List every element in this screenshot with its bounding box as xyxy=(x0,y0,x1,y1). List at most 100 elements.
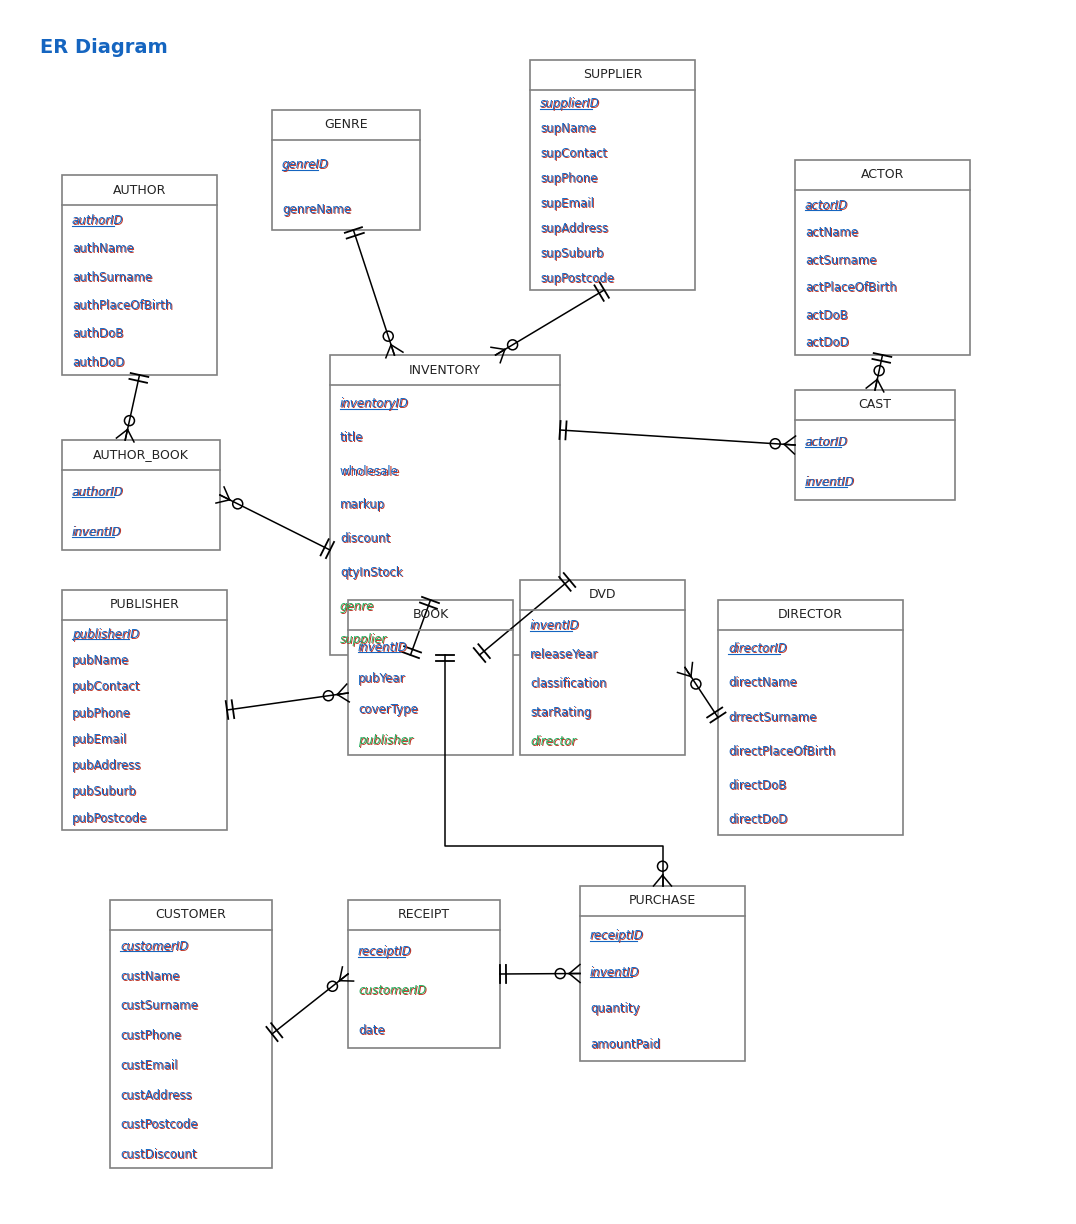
Bar xyxy=(795,160,969,355)
Text: customerID: customerID xyxy=(358,984,426,998)
Text: receiptID: receiptID xyxy=(358,945,412,958)
Text: directDoD: directDoD xyxy=(730,814,789,827)
Text: pubYear: pubYear xyxy=(358,672,406,685)
Text: supAddress: supAddress xyxy=(541,223,609,236)
Text: supSuburb: supSuburb xyxy=(541,248,605,261)
Text: supplier: supplier xyxy=(340,633,387,646)
Text: pubEmail: pubEmail xyxy=(72,733,127,745)
Text: amountPaid: amountPaid xyxy=(590,1038,661,1051)
Text: custPhone: custPhone xyxy=(121,1031,182,1043)
Text: custEmail: custEmail xyxy=(121,1060,179,1073)
Text: customerID: customerID xyxy=(121,940,188,952)
Text: markup: markup xyxy=(341,499,386,513)
Text: directorID: directorID xyxy=(730,644,788,656)
Text: actorID: actorID xyxy=(805,436,848,448)
Text: pubPhone: pubPhone xyxy=(73,707,132,721)
Text: publisherID: publisherID xyxy=(72,628,139,641)
Text: markup: markup xyxy=(340,498,385,512)
Text: inventID: inventID xyxy=(806,476,855,490)
Text: custPostcode: custPostcode xyxy=(121,1119,198,1131)
Text: publisher: publisher xyxy=(359,736,414,748)
Text: pubEmail: pubEmail xyxy=(73,734,128,747)
Text: custName: custName xyxy=(121,971,181,984)
Text: custSurname: custSurname xyxy=(121,1000,199,1013)
Text: actPlaceOfBirth: actPlaceOfBirth xyxy=(805,282,896,294)
Text: actDoD: actDoD xyxy=(806,337,850,350)
Bar xyxy=(718,600,903,835)
Text: authDoB: authDoB xyxy=(73,328,125,341)
Text: inventID: inventID xyxy=(805,475,854,488)
Text: actorID: actorID xyxy=(806,200,849,213)
Bar xyxy=(580,886,745,1061)
Text: qtyInStock: qtyInStock xyxy=(341,567,404,580)
Text: actDoB: actDoB xyxy=(805,308,848,322)
Text: actSurname: actSurname xyxy=(806,255,878,268)
Text: actSurname: actSurname xyxy=(805,253,877,267)
Text: directDoD: directDoD xyxy=(728,813,788,826)
Text: supplierID: supplierID xyxy=(540,97,599,110)
Text: receiptID: receiptID xyxy=(591,930,645,944)
Text: DVD: DVD xyxy=(589,589,617,601)
Text: CAST: CAST xyxy=(859,399,892,411)
Text: AUTHOR: AUTHOR xyxy=(113,184,166,197)
Text: drrectSurname: drrectSurname xyxy=(730,711,818,725)
Text: genreID: genreID xyxy=(283,159,330,173)
Text: pubContact: pubContact xyxy=(72,681,141,694)
Text: custAddress: custAddress xyxy=(121,1088,192,1102)
Text: director: director xyxy=(530,737,577,749)
Text: actorID: actorID xyxy=(806,437,849,449)
Text: authPlaceOfBirth: authPlaceOfBirth xyxy=(72,299,172,312)
Bar xyxy=(62,439,220,550)
Text: custPostcode: custPostcode xyxy=(121,1120,199,1132)
Text: authPlaceOfBirth: authPlaceOfBirth xyxy=(73,300,173,313)
Text: custDiscount: custDiscount xyxy=(121,1148,197,1162)
Text: customerID: customerID xyxy=(121,941,189,953)
Text: actDoD: actDoD xyxy=(805,337,849,349)
Text: date: date xyxy=(358,1023,385,1037)
Text: supAddress: supAddress xyxy=(540,223,608,235)
Text: SUPPLIER: SUPPLIER xyxy=(583,69,642,82)
Text: pubName: pubName xyxy=(73,655,130,668)
Text: coverType: coverType xyxy=(359,704,419,717)
Text: supplierID: supplierID xyxy=(541,98,600,111)
Text: coverType: coverType xyxy=(358,703,417,716)
Text: releaseYear: releaseYear xyxy=(530,649,598,661)
Text: supName: supName xyxy=(541,124,597,136)
Bar xyxy=(330,355,560,655)
Text: inventID: inventID xyxy=(73,526,123,540)
Text: publisher: publisher xyxy=(358,734,413,748)
Text: authDoD: authDoD xyxy=(73,356,126,370)
Text: custDiscount: custDiscount xyxy=(121,1149,198,1162)
Text: directorID: directorID xyxy=(728,643,787,655)
Bar xyxy=(62,590,227,830)
Text: quantity: quantity xyxy=(591,1002,640,1016)
Bar xyxy=(795,390,955,499)
Text: genreID: genreID xyxy=(282,158,329,171)
Text: starRating: starRating xyxy=(530,707,593,721)
Text: directDoB: directDoB xyxy=(730,780,788,793)
Text: supContact: supContact xyxy=(540,147,607,160)
Text: date: date xyxy=(359,1024,386,1038)
Text: pubSuburb: pubSuburb xyxy=(73,787,138,799)
Text: genreName: genreName xyxy=(282,203,351,217)
Text: authName: authName xyxy=(72,242,133,256)
Text: pubAddress: pubAddress xyxy=(72,759,142,772)
Text: actName: actName xyxy=(805,226,859,239)
Text: pubPostcode: pubPostcode xyxy=(72,812,147,825)
Text: RECEIPT: RECEIPT xyxy=(398,908,450,922)
Text: authSurname: authSurname xyxy=(72,271,152,284)
Text: authorID: authorID xyxy=(73,486,125,499)
Text: supplier: supplier xyxy=(341,634,388,647)
Bar xyxy=(530,60,695,290)
Text: custPhone: custPhone xyxy=(121,1029,181,1042)
Text: title: title xyxy=(341,432,365,444)
Text: authDoD: authDoD xyxy=(72,356,125,368)
Text: CUSTOMER: CUSTOMER xyxy=(156,908,226,922)
Text: publisherID: publisherID xyxy=(73,629,140,641)
Text: authName: authName xyxy=(73,244,134,256)
Text: actName: actName xyxy=(806,228,859,240)
Text: starRating: starRating xyxy=(530,706,592,720)
Text: inventID: inventID xyxy=(72,525,122,539)
Text: pubPhone: pubPhone xyxy=(72,706,131,720)
Text: wholesale: wholesale xyxy=(340,465,399,477)
